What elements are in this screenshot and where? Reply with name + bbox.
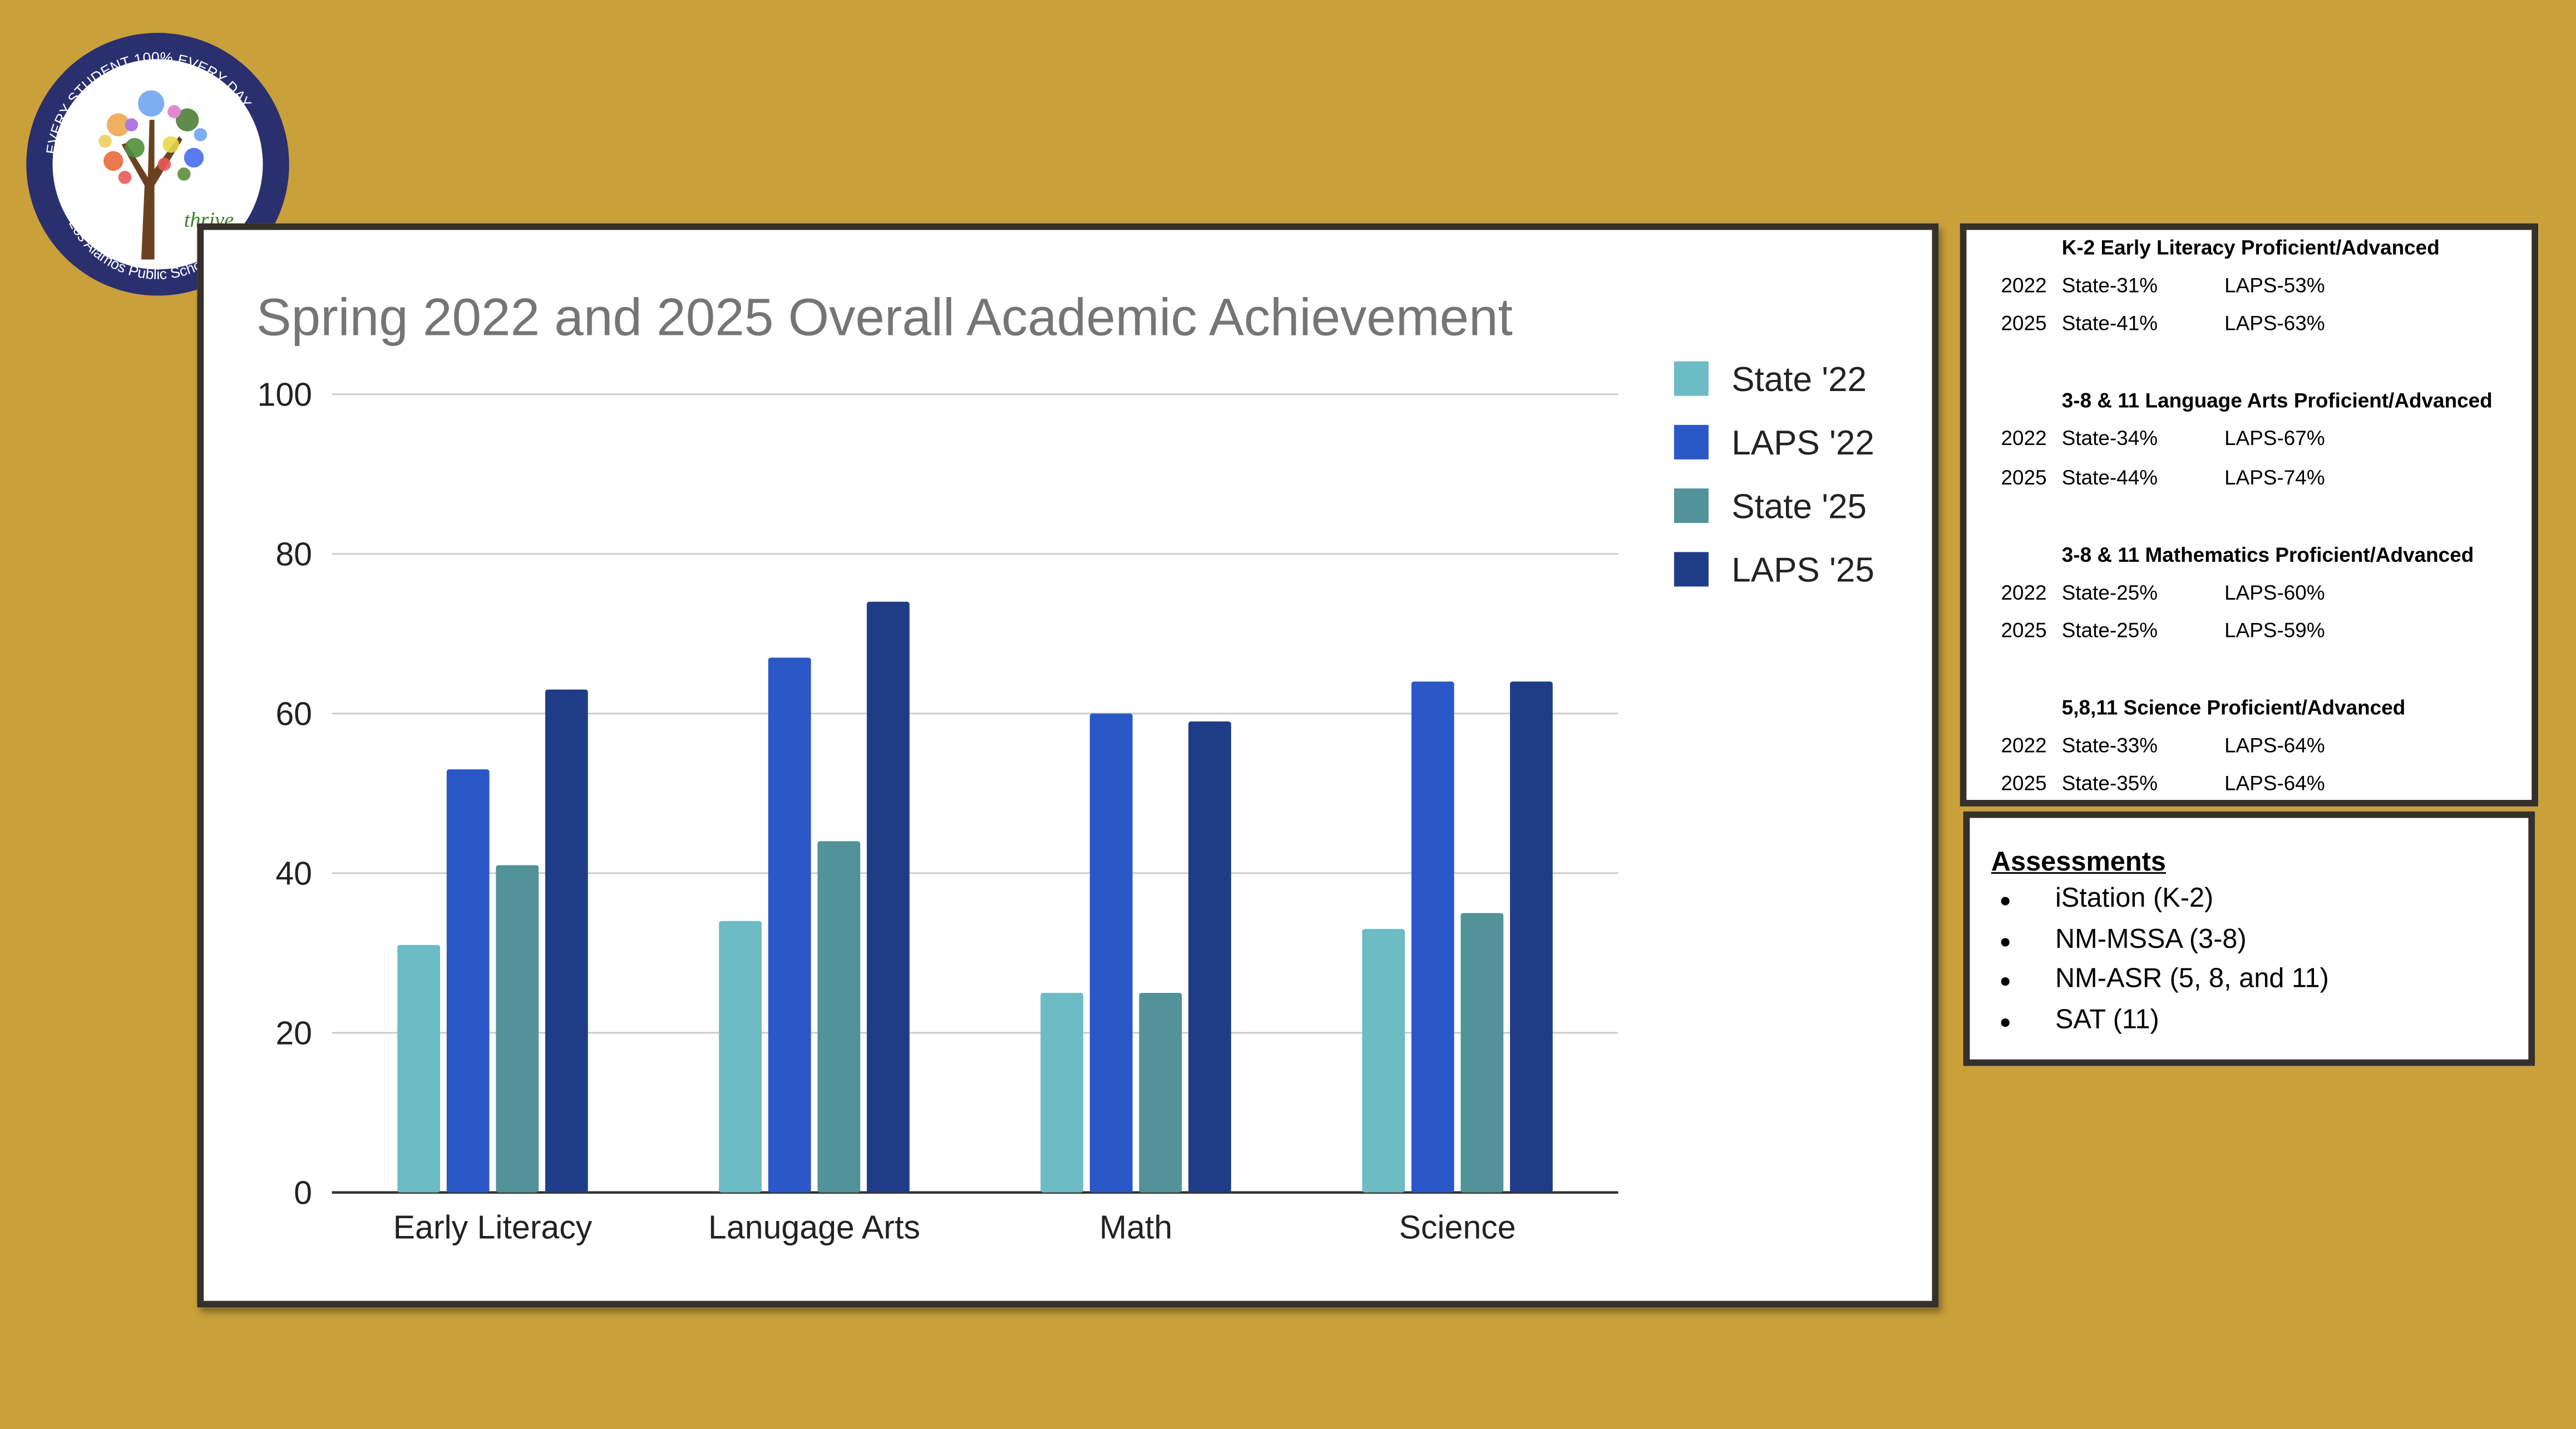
bar-state-25science	[1460, 913, 1504, 1193]
bullet-icon: ●	[1999, 1009, 2011, 1032]
stats-year: 2025	[2001, 619, 2047, 642]
stats-year: 2025	[2001, 466, 2047, 489]
legend-label: LAPS '25	[1731, 551, 1874, 590]
stats-laps: LAPS-53%	[2224, 274, 2325, 298]
assessments-title: Assessments	[1991, 847, 2166, 877]
bullet-icon: ●	[1999, 928, 2011, 952]
bar-laps-25science	[1509, 681, 1553, 1193]
assessments-panel: Assessments ● iStation (K-2) ● NM-MSSA (3-8…	[1963, 811, 2535, 1066]
stats-laps: LAPS-63%	[2224, 312, 2325, 336]
stats-panel: K-2 Early Literacy Proficient/Advanced 20…	[1960, 223, 2539, 807]
bar-state-25early-literacy	[496, 865, 539, 1193]
stats-heading: K-2 Early Literacy Proficient/Advanced	[2061, 236, 2440, 260]
bar-state-25math	[1139, 992, 1182, 1193]
stats-state: State-41%	[2061, 312, 2158, 336]
stats-state: State-35%	[2061, 772, 2158, 795]
stats-heading: 3-8 & 11 Language Arts Proficient/Advanc…	[2061, 389, 2493, 413]
assessment-label: NM-ASR (5, 8, and 11)	[2055, 964, 2329, 994]
bar-laps-25math	[1188, 721, 1231, 1193]
bar-state-22science	[1362, 929, 1405, 1193]
legend-label: LAPS '22	[1731, 424, 1874, 462]
stats-heading: 3-8 & 11 Mathematics Proficient/Advanced	[2061, 543, 2474, 566]
legend-swatch	[1674, 361, 1709, 396]
y-tick-label: 80	[275, 536, 312, 572]
bar-laps-25lanugage-arts	[866, 601, 910, 1193]
stats-laps: LAPS-59%	[2224, 619, 2325, 642]
y-tick-label: 60	[275, 695, 312, 732]
y-tick-label: 100	[258, 376, 313, 413]
y-tick-label: 0	[294, 1174, 312, 1211]
stats-year: 2025	[2001, 312, 2047, 336]
stats-year: 2025	[2001, 772, 2047, 795]
x-tick-label: Lanugage Arts	[708, 1209, 920, 1245]
stats-state: State-25%	[2061, 581, 2158, 604]
stats-laps: LAPS-60%	[2224, 581, 2325, 604]
x-tick-label: Early Literacy	[393, 1209, 593, 1245]
assessment-label: SAT (11)	[2055, 1004, 2159, 1034]
stats-state: State-34%	[2061, 427, 2158, 451]
bullet-icon: ●	[1999, 969, 2011, 992]
stats-laps: LAPS-64%	[2224, 772, 2325, 795]
legend-label: State '22	[1731, 360, 1867, 399]
stats-year: 2022	[2001, 427, 2047, 451]
bar-laps-22science	[1411, 681, 1454, 1193]
bar-laps-22early-literacy	[446, 769, 490, 1193]
bullet-icon: ●	[1999, 888, 2011, 912]
chart-title: Spring 2022 and 2025 Overall Academic Ac…	[256, 288, 1513, 347]
y-tick-label: 40	[275, 855, 312, 892]
bar-laps-25early-literacy	[545, 689, 588, 1193]
stats-year: 2022	[2001, 734, 2047, 757]
assessment-label: iStation (K-2)	[2055, 883, 2214, 913]
stats-heading: 5,8,11 Science Proficient/Advanced	[2061, 696, 2406, 720]
assessment-item: ● NM-ASR (5, 8, and 11)	[2000, 964, 2329, 995]
los-alamos-logo: EVERY STUDENT 100% EVERY DAY Los Alamos …	[26, 33, 289, 296]
assessment-label: NM-MSSA (3-8)	[2055, 923, 2247, 954]
stats-year: 2022	[2001, 274, 2047, 298]
bar-state-22early-literacy	[397, 945, 440, 1193]
legend-swatch	[1674, 424, 1709, 459]
bar-state-22lanugage-arts	[719, 921, 762, 1193]
stats-year: 2022	[2001, 581, 2047, 604]
stats-laps: LAPS-74%	[2224, 466, 2325, 489]
assessment-item: ● SAT (11)	[2000, 1005, 2159, 1036]
assessment-item: ● iStation (K-2)	[2000, 884, 2214, 915]
stats-state: State-44%	[2061, 466, 2158, 489]
legend-label: State '25	[1731, 487, 1867, 526]
bar-state-25lanugage-arts	[817, 841, 861, 1193]
legend-swatch	[1674, 552, 1709, 587]
stats-laps: LAPS-64%	[2224, 734, 2325, 757]
x-tick-label: Science	[1399, 1209, 1516, 1245]
stats-state: State-31%	[2061, 274, 2158, 298]
chart-panel: Spring 2022 and 2025 Overall Academic Ac…	[197, 223, 1939, 1308]
legend-swatch	[1674, 488, 1709, 523]
bar-laps-22lanugage-arts	[768, 657, 811, 1193]
stats-laps: LAPS-67%	[2224, 427, 2325, 451]
x-tick-label: Math	[1099, 1209, 1172, 1245]
stats-state: State-33%	[2061, 734, 2158, 757]
stats-state: State-25%	[2061, 619, 2158, 642]
bar-state-22math	[1040, 992, 1084, 1193]
bar-chart: Spring 2022 and 2025 Overall Academic Ac…	[256, 288, 1874, 1245]
y-tick-label: 20	[275, 1015, 312, 1051]
assessment-item: ● NM-MSSA (3-8)	[2000, 924, 2247, 955]
bar-laps-22math	[1089, 713, 1133, 1193]
